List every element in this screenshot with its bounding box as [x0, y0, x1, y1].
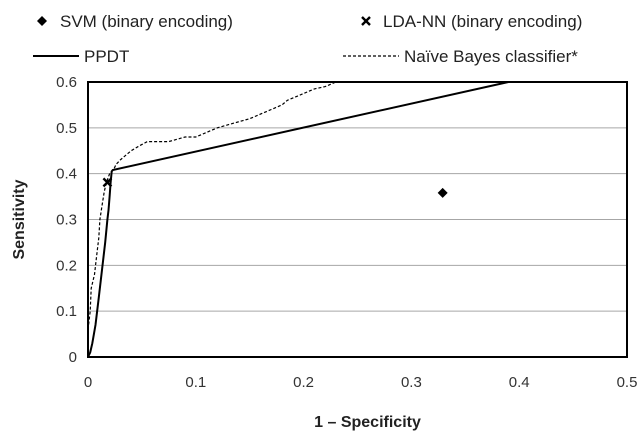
- y-axis-title: Sensitivity: [11, 179, 28, 259]
- legend-label-lda-nn: LDA-NN (binary encoding): [383, 12, 582, 31]
- y-tick-label: 0.4: [56, 166, 77, 183]
- x-axis-title: 1 – Specificity: [314, 414, 421, 431]
- y-tick-label: 0.1: [56, 303, 77, 320]
- series-layer: [88, 82, 509, 357]
- y-tick-label: 0.5: [56, 120, 77, 137]
- x-tick-label: 0.2: [293, 374, 314, 391]
- gridlines: [88, 127, 627, 312]
- series-line-na-ve-bayes-classifier: [88, 82, 337, 330]
- legend-x-marker-icon: [361, 16, 371, 26]
- x-tick-label: 0: [84, 374, 92, 391]
- y-axis-ticks: 0 0.1 0.2 0.3 0.4 0.5 0.6: [56, 74, 77, 366]
- x-tick-label: 0.5: [617, 374, 637, 391]
- y-tick-label: 0.3: [56, 212, 77, 229]
- legend-label-naive-bayes: Naïve Bayes classifier*: [404, 47, 578, 66]
- legend-item-svm: SVM (binary encoding): [37, 12, 233, 31]
- x-tick-label: 0.3: [401, 374, 422, 391]
- y-tick-label: 0.2: [56, 257, 77, 274]
- x-axis-ticks: 0 0.1 0.2 0.3 0.4 0.5: [84, 374, 637, 391]
- legend-item-lda-nn: LDA-NN (binary encoding): [361, 12, 582, 31]
- y-tick-label: 0.6: [56, 74, 77, 91]
- legend-label-ppdt: PPDT: [84, 47, 129, 66]
- legend-label-svm: SVM (binary encoding): [60, 12, 233, 31]
- series-line-ppdt: [88, 82, 509, 357]
- x-tick-label: 0.4: [509, 374, 530, 391]
- y-tick-label: 0: [69, 349, 77, 366]
- point-svm-binary-encoding: [437, 187, 448, 198]
- legend-diamond-marker-icon: [37, 16, 47, 26]
- legend: SVM (binary encoding) LDA-NN (binary enc…: [33, 12, 582, 66]
- legend-item-ppdt: PPDT: [33, 47, 129, 66]
- plot-area-frame: [87, 81, 628, 358]
- x-tick-label: 0.1: [185, 374, 206, 391]
- legend-item-naive-bayes: Naïve Bayes classifier*: [343, 47, 578, 66]
